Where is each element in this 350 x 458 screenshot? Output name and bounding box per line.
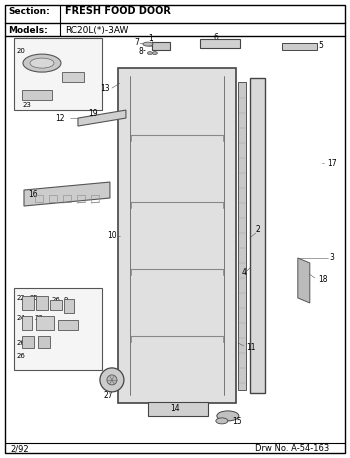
- Text: 10: 10: [107, 231, 117, 240]
- Text: 12: 12: [55, 114, 64, 123]
- Bar: [290, 98, 298, 378]
- Bar: [36, 316, 54, 330]
- Text: 4: 4: [242, 268, 247, 278]
- Text: 22: 22: [17, 295, 26, 301]
- Ellipse shape: [147, 52, 152, 55]
- Bar: [238, 82, 246, 390]
- Bar: [22, 316, 32, 330]
- Text: 20: 20: [17, 48, 26, 54]
- Text: 1: 1: [148, 33, 153, 43]
- Text: 21: 21: [65, 73, 74, 79]
- Text: 8: 8: [139, 47, 144, 55]
- Polygon shape: [24, 182, 110, 206]
- Bar: [200, 39, 240, 48]
- Text: 24: 24: [17, 315, 26, 321]
- Bar: [35, 195, 43, 202]
- Text: 5: 5: [319, 41, 324, 49]
- Bar: [58, 320, 78, 330]
- Bar: [14, 288, 102, 370]
- Text: Models:: Models:: [8, 26, 48, 35]
- Bar: [282, 43, 317, 50]
- Text: 7: 7: [134, 38, 139, 47]
- Bar: [77, 195, 85, 202]
- Text: 27: 27: [104, 392, 113, 400]
- Bar: [50, 300, 62, 310]
- Circle shape: [107, 375, 117, 385]
- Bar: [38, 336, 50, 348]
- Ellipse shape: [143, 42, 153, 46]
- Text: 15: 15: [232, 417, 242, 426]
- Bar: [310, 88, 324, 383]
- Bar: [118, 68, 236, 403]
- Text: 3: 3: [330, 253, 335, 262]
- Text: 25: 25: [30, 295, 39, 301]
- Bar: [148, 402, 208, 416]
- Ellipse shape: [152, 52, 158, 55]
- Text: 11: 11: [246, 344, 256, 352]
- Text: 26: 26: [17, 353, 26, 359]
- Polygon shape: [298, 258, 310, 303]
- Bar: [36, 296, 48, 310]
- Ellipse shape: [217, 411, 239, 421]
- Text: 2/92: 2/92: [10, 444, 29, 453]
- Ellipse shape: [216, 418, 228, 424]
- Text: 9: 9: [64, 297, 69, 303]
- Bar: [49, 195, 57, 202]
- Text: 14: 14: [170, 404, 180, 414]
- Ellipse shape: [30, 58, 54, 68]
- Ellipse shape: [23, 54, 61, 72]
- Text: 2: 2: [256, 225, 261, 234]
- Bar: [22, 90, 52, 100]
- Text: Drw No. A-54-163: Drw No. A-54-163: [255, 444, 329, 453]
- Bar: [152, 42, 170, 50]
- Bar: [63, 195, 71, 202]
- Text: 23: 23: [35, 315, 44, 321]
- Text: 17: 17: [327, 158, 336, 168]
- Text: -: -: [143, 47, 146, 55]
- Text: 26: 26: [17, 340, 26, 346]
- Bar: [250, 78, 265, 393]
- Bar: [22, 336, 34, 348]
- Text: Section:: Section:: [8, 6, 50, 16]
- Polygon shape: [78, 110, 126, 126]
- Text: 16: 16: [28, 190, 37, 198]
- Text: 18: 18: [318, 275, 327, 284]
- Bar: [62, 72, 84, 82]
- Text: RC20L(*)-3AW: RC20L(*)-3AW: [65, 26, 128, 35]
- Bar: [22, 296, 34, 310]
- Bar: [14, 38, 102, 110]
- Text: 26: 26: [52, 297, 61, 303]
- Text: 6: 6: [214, 33, 219, 42]
- Bar: [64, 299, 74, 313]
- Bar: [91, 195, 99, 202]
- Circle shape: [100, 368, 124, 392]
- Text: FRESH FOOD DOOR: FRESH FOOD DOOR: [65, 6, 171, 16]
- Text: 23: 23: [23, 102, 32, 108]
- Text: 13: 13: [100, 84, 110, 93]
- Text: 19: 19: [88, 109, 98, 118]
